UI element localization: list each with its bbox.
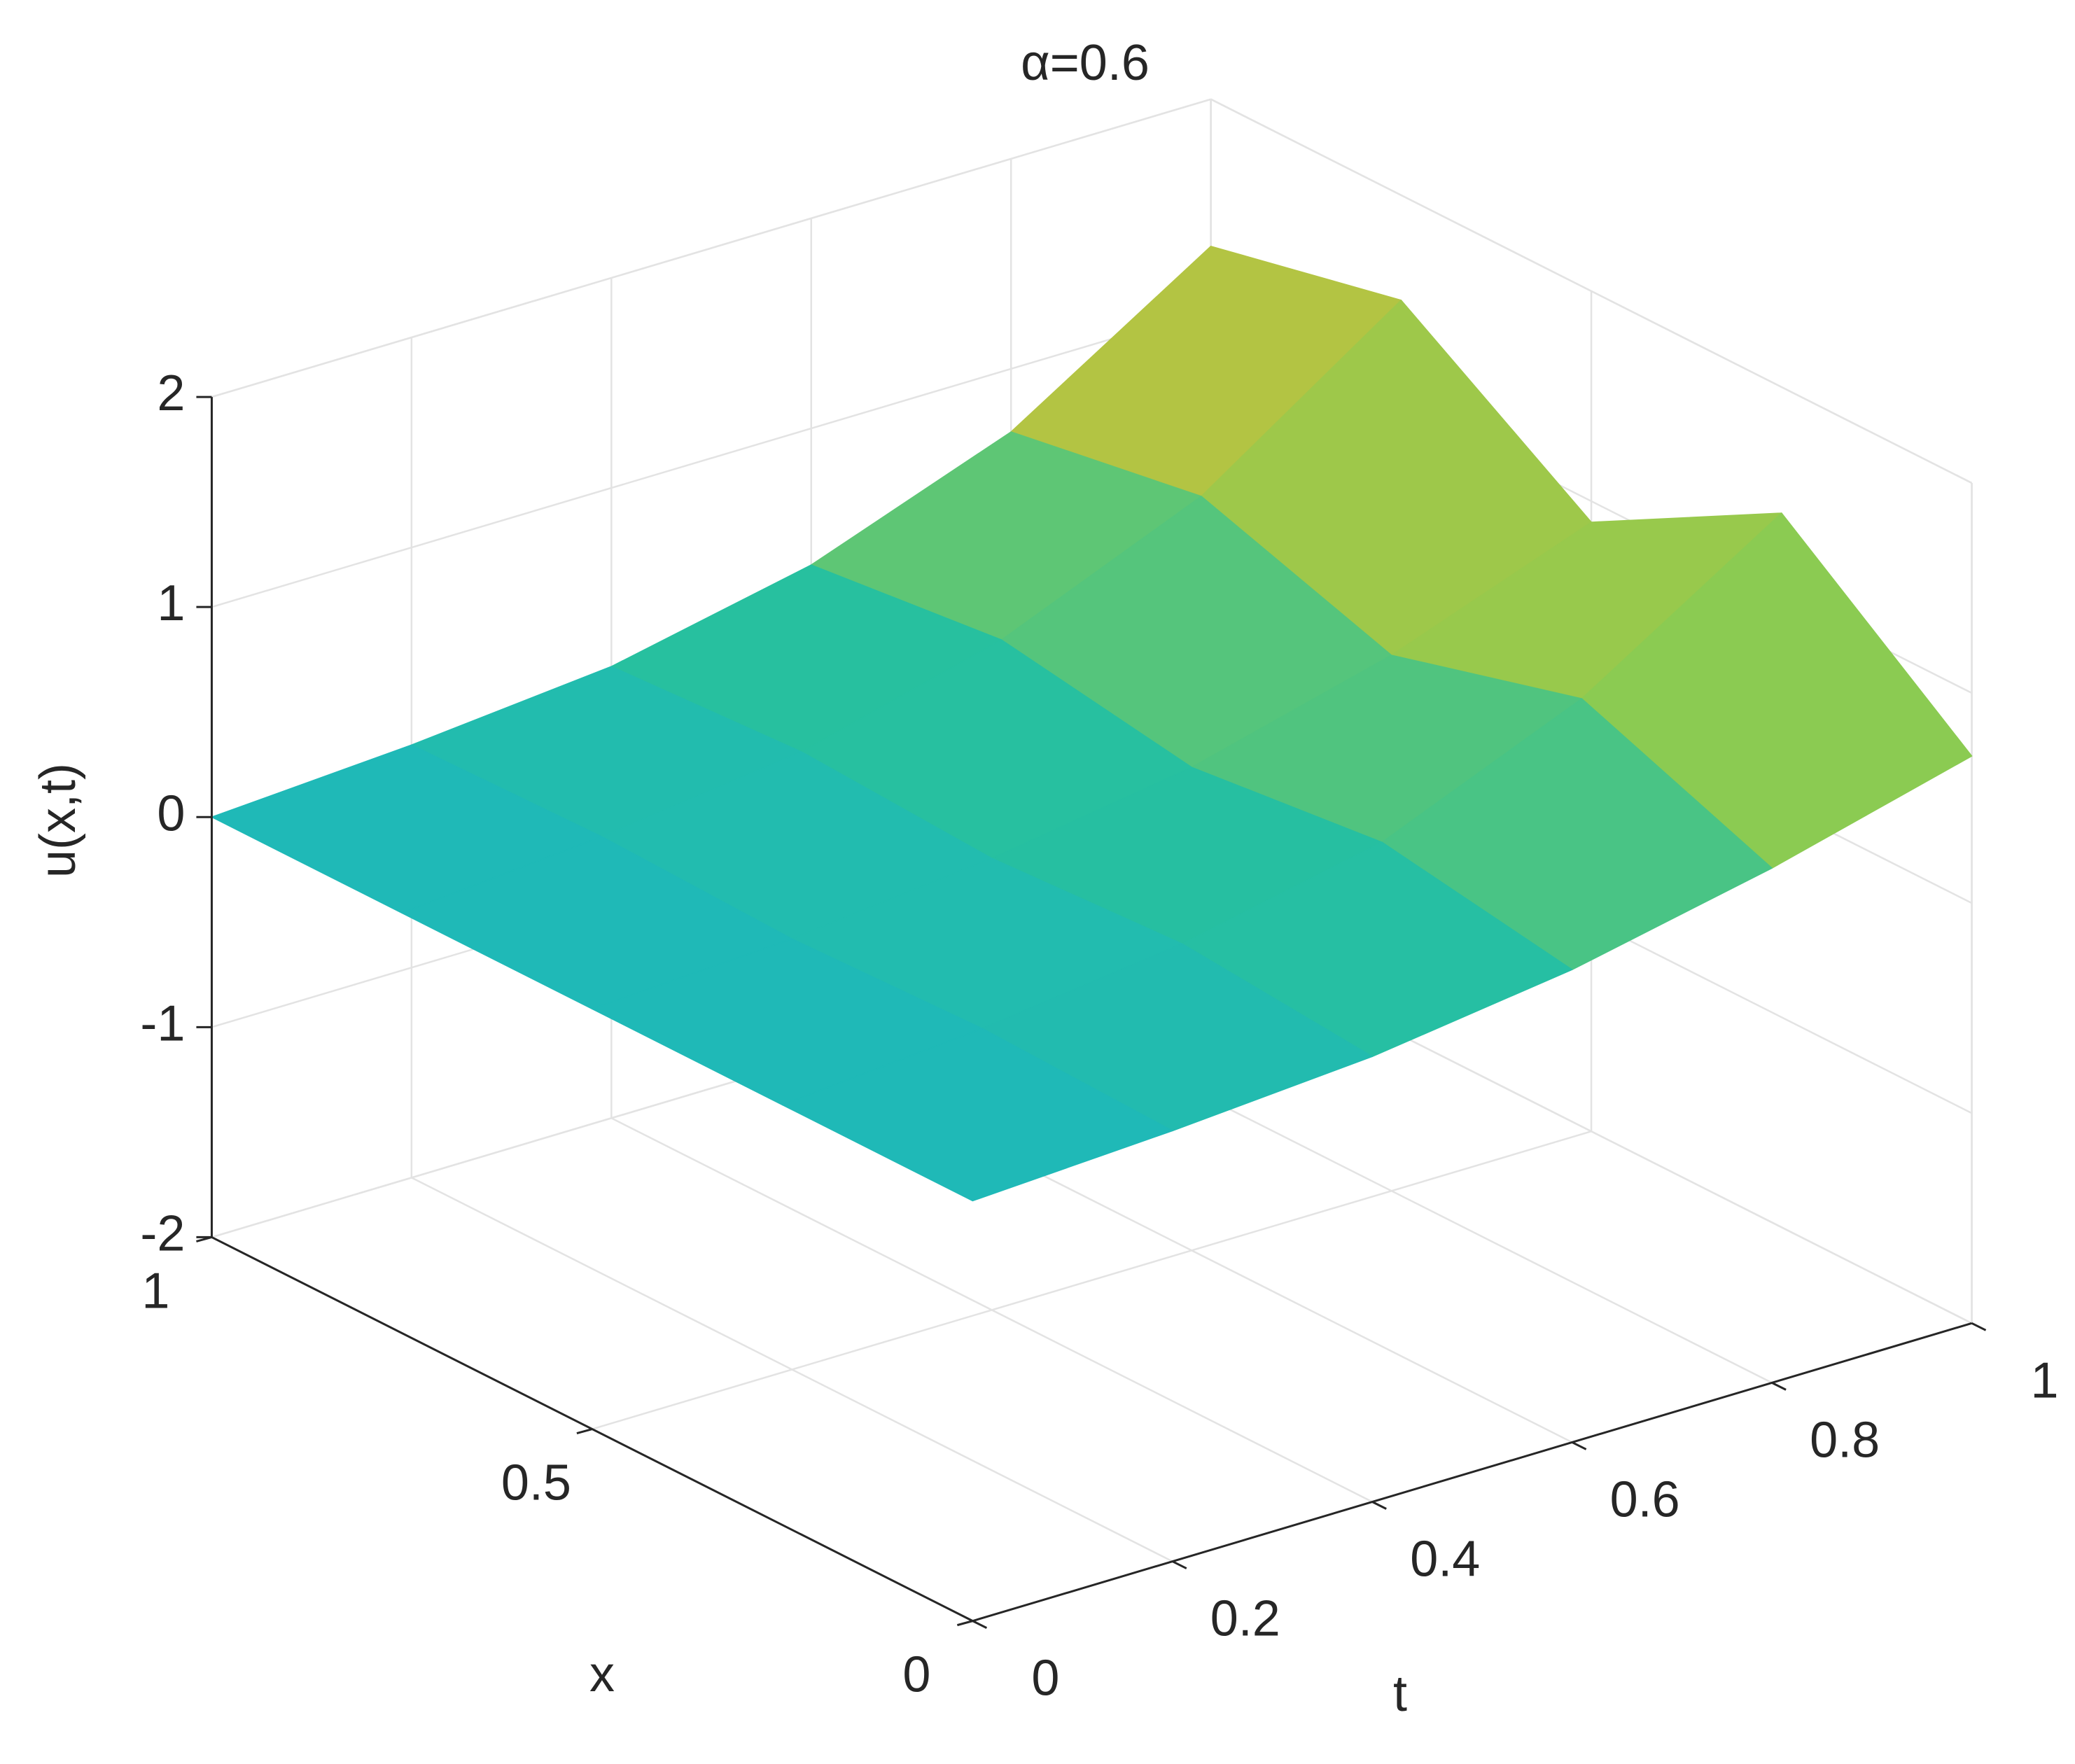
grid-line [211,308,1211,608]
x-tick-label: 0 [902,1647,930,1703]
x-tick-label: 0.5 [501,1455,571,1511]
y-tick [972,1620,988,1629]
z-tick-label: 0 [157,785,185,841]
z-tick-label: -2 [140,1205,185,1261]
y-tick-label: 0.4 [1410,1532,1480,1588]
y-tick [1771,1382,1787,1391]
grid-line [411,1177,1173,1562]
x-axis-label: x [589,1646,615,1702]
surface-patch [781,1028,1173,1202]
z-axis-label: u(x,t) [30,763,86,878]
y-axis [972,1322,1972,1623]
x-tick [576,1428,593,1434]
grid-line [610,1117,1373,1503]
x-tick-label: 1 [141,1263,169,1319]
x-tick [956,1620,973,1627]
box-edge [1210,98,1973,484]
y-tick-label: 0.2 [1210,1591,1280,1647]
y-axis-label: t [1393,1666,1407,1722]
y-tick [1971,1322,1987,1331]
grid-line [592,1130,1592,1430]
box-edge [211,98,1211,398]
y-tick-label: 0.8 [1810,1412,1880,1468]
x-tick [196,1236,212,1242]
z-tick-label: 2 [157,365,185,421]
y-tick [1371,1501,1387,1510]
y-tick-label: 0 [1031,1651,1059,1707]
y-tick-label: 0.6 [1610,1471,1680,1527]
chart-title: α=0.6 [1021,35,1150,91]
y-tick [1572,1441,1587,1450]
y-tick [1172,1560,1187,1569]
z-tick-label: -1 [140,995,185,1051]
z-tick-label: 1 [157,575,185,631]
y-tick-label: 1 [2031,1352,2059,1408]
